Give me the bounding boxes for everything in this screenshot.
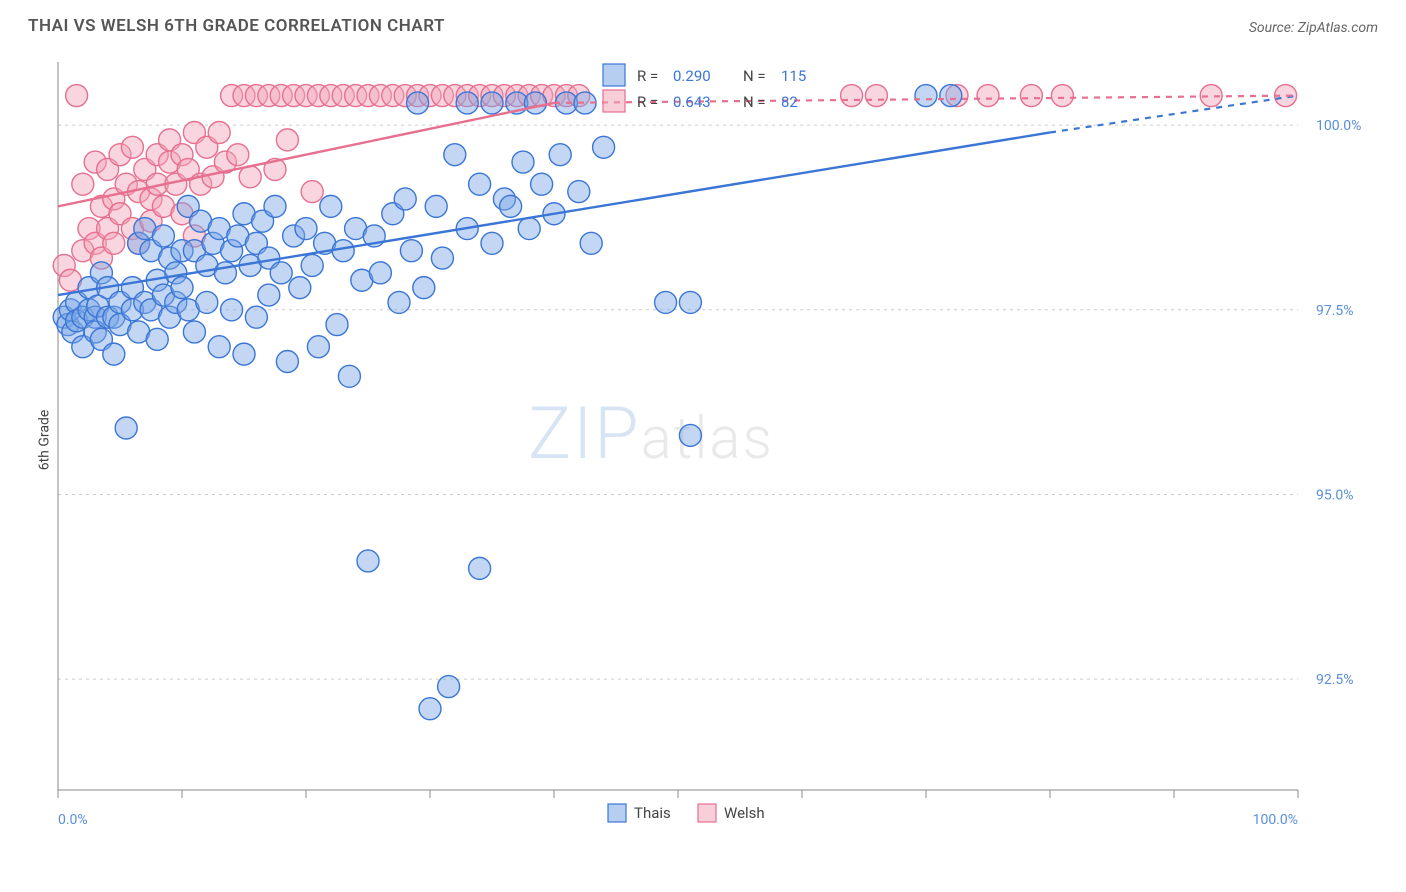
svg-text:ZIPatlas: ZIPatlas [528, 391, 774, 476]
chart-area: 6th Grade 92.5%95.0%97.5%100.0%ZIPatlas0… [48, 50, 1378, 830]
svg-text:R =: R = [637, 93, 658, 111]
svg-text:N =: N = [743, 67, 766, 85]
svg-text:0.643: 0.643 [673, 93, 711, 111]
svg-text:R =: R = [637, 67, 658, 85]
svg-text:N =: N = [743, 93, 766, 111]
scatter-chart: 92.5% 95.0% 97.5% 100.0% ZIPatlas 0.0% 100.0% R… [48, 50, 1378, 830]
svg-text:100.0%: 100.0% [1253, 812, 1298, 828]
chart-title: THAI VS WELSH 6TH GRADE CORRELATION CHAR… [28, 16, 445, 36]
svg-text:115: 115 [781, 67, 806, 85]
y-axis-label: 6th Grade [36, 410, 52, 471]
svg-text:0.290: 0.290 [673, 67, 711, 85]
svg-text:82: 82 [781, 93, 798, 111]
svg-text:0.0%: 0.0% [58, 812, 88, 828]
svg-text:95.0%: 95.0% [1316, 487, 1354, 503]
svg-text:92.5%: 92.5% [1316, 672, 1354, 688]
svg-text:Welsh: Welsh [724, 804, 765, 822]
svg-text:Thais: Thais [634, 804, 671, 822]
svg-text:97.5%: 97.5% [1316, 303, 1354, 319]
svg-text:100.0%: 100.0% [1316, 118, 1361, 134]
source-label: Source: ZipAtlas.com [1249, 20, 1378, 36]
